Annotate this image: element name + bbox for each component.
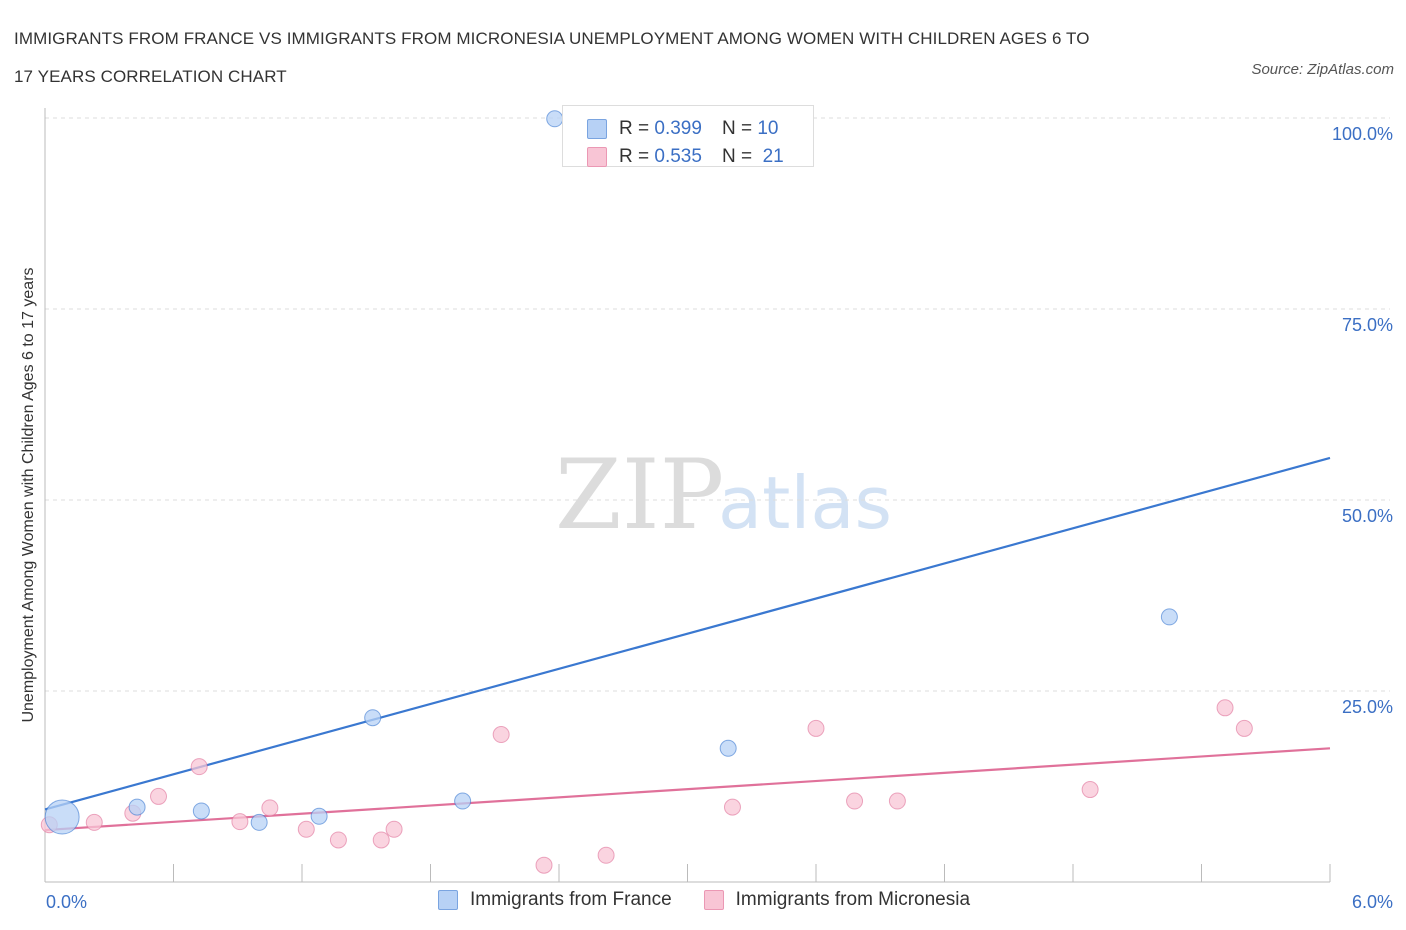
y-tick-label-3: 25.0% bbox=[1342, 697, 1393, 717]
point-micronesia-15 bbox=[807, 719, 825, 737]
point-france-0 bbox=[44, 799, 80, 835]
point-micronesia-11 bbox=[492, 726, 510, 744]
legend-swatch-micronesia bbox=[703, 890, 724, 910]
point-france-8 bbox=[719, 739, 737, 757]
x-tick-label-1: 6.0% bbox=[1352, 892, 1393, 912]
legend-swatch-france bbox=[438, 890, 458, 910]
chart-source: Source: ZipAtlas.com bbox=[1251, 61, 1394, 78]
point-micronesia-19 bbox=[1216, 699, 1234, 717]
point-france-2 bbox=[192, 802, 210, 820]
point-france-3 bbox=[250, 813, 268, 831]
point-micronesia-13 bbox=[597, 846, 615, 864]
france-n-label: N = bbox=[721, 118, 753, 139]
point-micronesia-8 bbox=[329, 831, 347, 849]
chart-title-line-2: 17 YEARS CORRELATION CHART bbox=[14, 67, 287, 86]
point-micronesia-18 bbox=[1081, 781, 1099, 799]
watermark-zip: ZIP bbox=[555, 439, 724, 551]
chart-title-line-1: IMMIGRANTS FROM FRANCE VS IMMIGRANTS FRO… bbox=[14, 29, 1090, 48]
micronesia-n-label: N = bbox=[721, 146, 753, 167]
legend-label-micronesia: Immigrants from Micronesia bbox=[735, 889, 971, 910]
point-micronesia-14 bbox=[723, 798, 741, 816]
point-france-4 bbox=[310, 807, 328, 825]
stats-legend: R = 0.399 N = 10 R = 0.535 N = 21 bbox=[562, 105, 814, 167]
point-micronesia-12 bbox=[535, 856, 553, 874]
point-france-6 bbox=[454, 792, 472, 810]
y-tick-label-0: 100.0% bbox=[1332, 124, 1393, 144]
france-r-label: R = bbox=[619, 118, 650, 139]
point-micronesia-3 bbox=[150, 787, 168, 805]
point-france-1 bbox=[128, 798, 146, 816]
x-tick-label-0: 0.0% bbox=[46, 892, 87, 912]
legend-item-micronesia[interactable]: Immigrants from Micronesia bbox=[703, 889, 971, 911]
france-n-value: 10 bbox=[757, 118, 779, 139]
point-micronesia-7 bbox=[297, 820, 315, 838]
point-micronesia-9 bbox=[372, 831, 390, 849]
stats-row-micronesia: R = 0.535 N = 21 bbox=[587, 145, 784, 169]
legend-item-france[interactable]: Immigrants from France bbox=[438, 889, 672, 911]
point-micronesia-20 bbox=[1235, 719, 1253, 737]
point-france-5 bbox=[364, 709, 382, 727]
point-micronesia-17 bbox=[888, 792, 906, 810]
y-tick-label-1: 75.0% bbox=[1342, 315, 1393, 335]
watermark-atlas: atlas bbox=[718, 461, 892, 545]
point-france-7 bbox=[546, 110, 564, 128]
point-france-9 bbox=[1160, 608, 1178, 626]
micronesia-n-value: 21 bbox=[762, 146, 784, 167]
france-r-value: 0.399 bbox=[654, 118, 702, 139]
series-legend: Immigrants from France Immigrants from M… bbox=[438, 889, 1002, 911]
point-micronesia-1 bbox=[85, 813, 103, 831]
micronesia-r-value: 0.535 bbox=[654, 146, 702, 167]
france-swatch bbox=[587, 119, 607, 139]
trend-line-france bbox=[44, 456, 1331, 811]
point-micronesia-5 bbox=[231, 813, 249, 831]
point-micronesia-16 bbox=[846, 792, 864, 810]
stats-row-france: R = 0.399 N = 10 bbox=[587, 117, 778, 141]
point-micronesia-4 bbox=[190, 758, 208, 776]
point-micronesia-10 bbox=[385, 820, 403, 838]
micronesia-r-label: R = bbox=[619, 146, 650, 167]
chart-title: IMMIGRANTS FROM FRANCE VS IMMIGRANTS FRO… bbox=[14, 20, 1214, 96]
legend-label-france: Immigrants from France bbox=[470, 889, 672, 910]
micronesia-swatch bbox=[587, 147, 607, 167]
y-tick-label-2: 50.0% bbox=[1342, 506, 1393, 526]
point-micronesia-6 bbox=[261, 799, 279, 817]
